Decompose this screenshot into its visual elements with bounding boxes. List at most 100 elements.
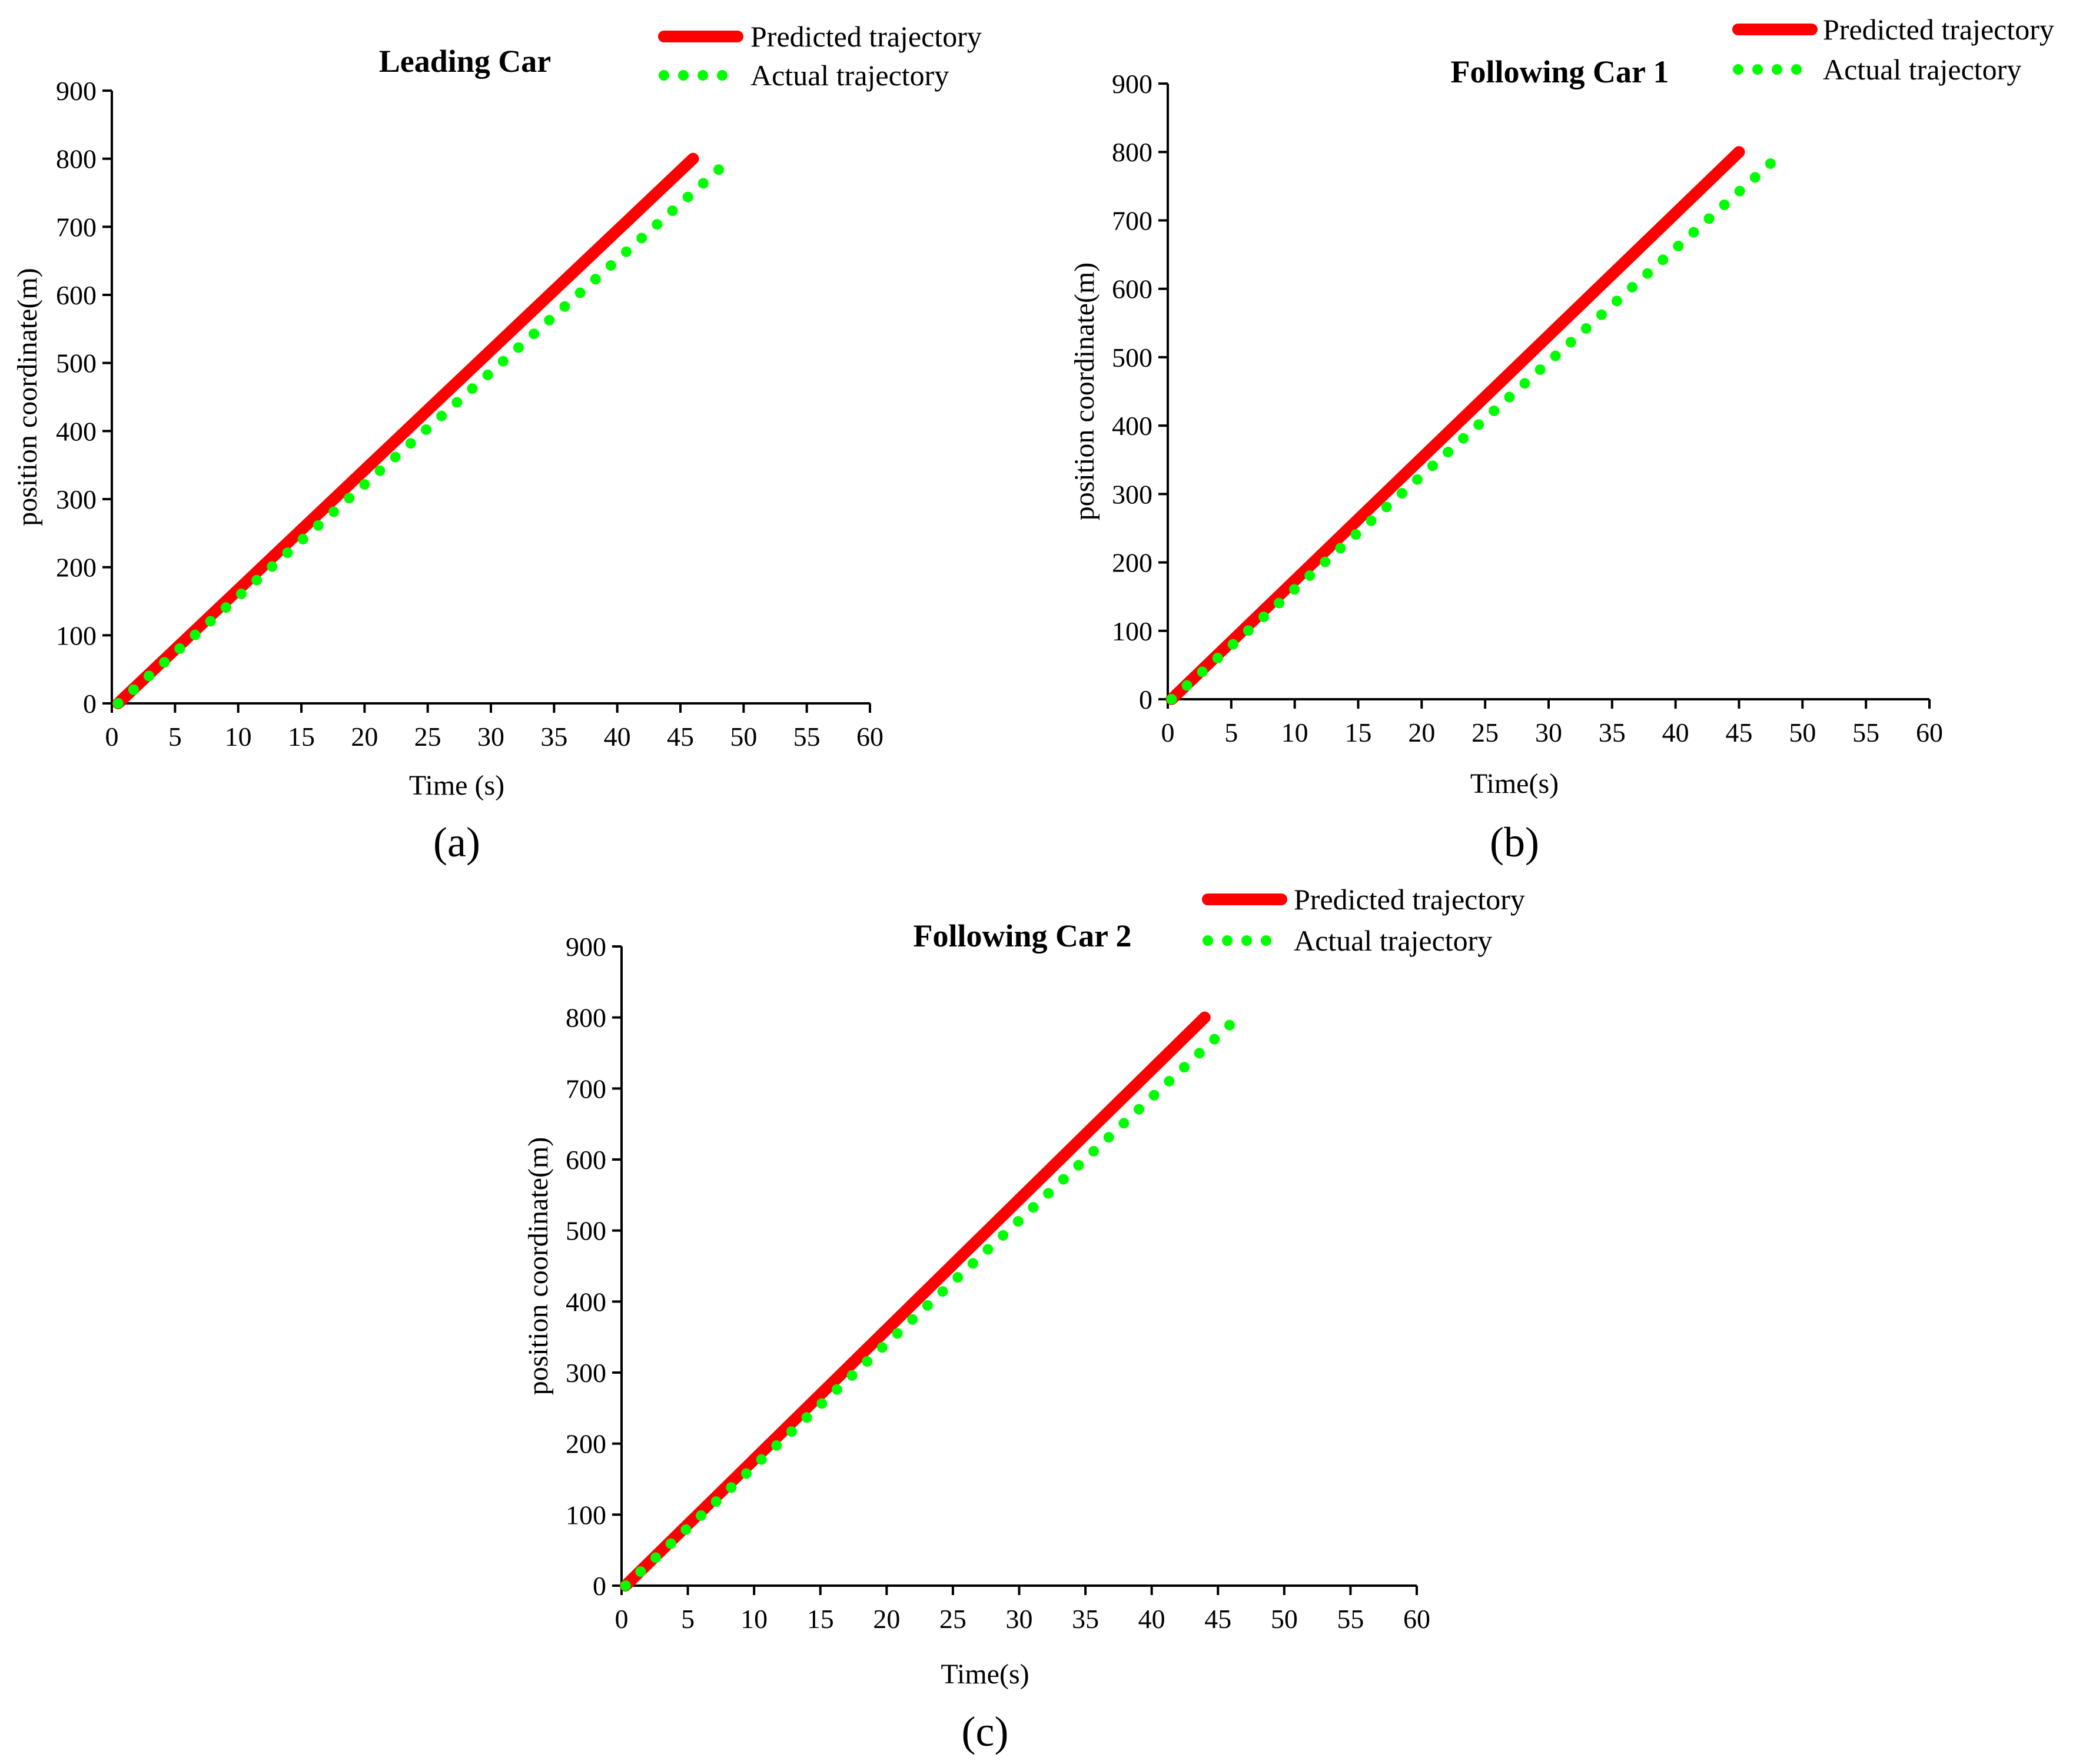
legend-actual-label: Actual trajectory [750,59,949,92]
x-tick-label: 40 [1662,717,1689,748]
x-tick-label: 55 [1852,717,1879,748]
y-tick-label: 300 [56,484,97,514]
y-tick-label: 100 [566,1500,606,1530]
y-tick-label: 500 [56,348,97,378]
x-axis-label: Time (s) [409,770,504,801]
x-tick-label: 35 [1599,717,1626,748]
y-tick-label: 900 [56,76,97,106]
y-tick-label: 700 [1112,205,1152,235]
x-tick-label: 40 [1138,1604,1165,1634]
x-tick-label: 0 [105,722,119,752]
panel-label: (b) [1490,819,1539,866]
predicted-trajectory-line [1165,146,1745,705]
legend-predicted-label: Predicted trajectory [750,20,982,53]
x-tick-label: 5 [1224,717,1238,748]
actual-trajectory-line [112,153,736,709]
y-tick-label: 100 [56,620,97,650]
x-tick-label: 55 [1337,1604,1364,1634]
y-tick-label: 900 [1112,69,1152,99]
actual-trajectory-line [620,1012,1244,1591]
y-tick-label: 300 [1112,479,1152,509]
y-tick-label: 0 [1139,685,1152,715]
x-tick-label: 55 [793,722,821,752]
x-tick-label: 5 [681,1604,695,1634]
x-tick-label: 20 [873,1604,900,1634]
x-tick-label: 10 [740,1604,768,1634]
y-tick-label: 500 [1112,343,1152,373]
x-tick-label: 20 [1408,717,1435,748]
y-tick-label: 100 [1112,616,1152,646]
y-tick-label: 400 [1112,411,1152,441]
x-tick-label: 15 [1345,717,1372,748]
chart-legend: Predicted trajectory Actual trajectory [658,20,982,92]
y-tick-label: 700 [566,1074,606,1104]
y-tick-label: 200 [566,1429,606,1459]
y-tick-label: 0 [83,689,97,719]
y-tick-label: 900 [566,932,606,962]
y-tick-label: 300 [566,1358,606,1388]
x-tick-label: 45 [1204,1604,1231,1634]
y-tick-label: 800 [1112,137,1152,167]
x-tick-label: 50 [1271,1604,1298,1634]
chart-title: Following Car 2 [913,918,1131,954]
x-axis-label: Time(s) [1470,768,1559,799]
legend-predicted-label: Predicted trajectory [1823,13,2054,46]
y-tick-label: 500 [566,1216,606,1246]
chart-panel-a: 0 100 200 300 400 500 600 700 800 900 0 5 10 15 20 25 30… [12,20,982,866]
x-tick-label: 60 [1403,1604,1430,1634]
predicted-trajectory-line [619,1011,1211,1592]
x-tick-label: 10 [225,722,252,752]
predicted-trajectory-line [112,152,699,709]
y-tick-label: 700 [56,212,97,242]
x-axis-label: Time(s) [941,1659,1029,1690]
y-tick-label: 600 [1112,274,1152,304]
y-tick-label: 600 [56,280,97,310]
x-tick-label: 35 [540,722,567,752]
x-tick-label: 50 [730,722,757,752]
y-tick-label: 400 [566,1287,606,1317]
x-tick-label: 35 [1072,1604,1099,1634]
x-tick-label: 25 [414,722,441,752]
y-tick-label: 0 [593,1571,606,1601]
chart-legend: Predicted trajectory Actual trajectory [1732,13,2054,86]
y-tick-label: 400 [56,416,97,446]
x-tick-label: 45 [1726,717,1753,748]
y-axis-label: position coordinate(m) [1069,263,1100,521]
x-tick-label: 25 [939,1604,966,1634]
panel-label: (a) [433,819,480,866]
x-tick-label: 45 [667,722,694,752]
y-axis-label: position coordinate(m) [523,1137,554,1396]
y-tick-label: 200 [56,553,97,583]
x-tick-label: 15 [288,722,315,752]
x-tick-label: 0 [615,1604,629,1634]
chart-legend: Predicted trajectory Actual trajectory [1202,883,1525,957]
y-tick-label: 200 [1112,548,1152,578]
y-tick-label: 600 [566,1145,606,1175]
chart-panel-c: 0 100 200 300 400 500 600 700 800 900 0 5 10 15 20 25 30… [523,883,1525,1755]
x-tick-label: 20 [351,722,378,752]
chart-panel-b: 0 100 200 300 400 500 600 700 800 900 0 5 10 15 20 25 30… [1069,13,2054,866]
legend-actual-label: Actual trajectory [1823,53,2021,86]
x-tick-label: 30 [1535,717,1562,748]
x-tick-label: 25 [1472,717,1499,748]
x-tick-label: 60 [856,722,883,752]
x-tick-label: 5 [168,722,182,752]
x-tick-label: 30 [477,722,504,752]
legend-predicted-label: Predicted trajectory [1294,883,1525,916]
x-tick-label: 15 [807,1604,834,1634]
x-tick-label: 50 [1789,717,1816,748]
y-tick-label: 800 [566,1003,606,1033]
chart-title: Following Car 1 [1450,54,1669,89]
y-tick-label: 800 [56,144,97,174]
x-tick-label: 30 [1006,1604,1033,1634]
x-tick-label: 60 [1916,717,1943,748]
x-tick-label: 10 [1281,717,1308,748]
actual-trajectory-line [1166,147,1789,705]
legend-actual-label: Actual trajectory [1294,924,1492,957]
panel-label: (c) [962,1708,1009,1755]
x-tick-label: 0 [1161,717,1175,748]
x-tick-label: 40 [604,722,631,752]
chart-title: Leading Car [379,44,552,79]
